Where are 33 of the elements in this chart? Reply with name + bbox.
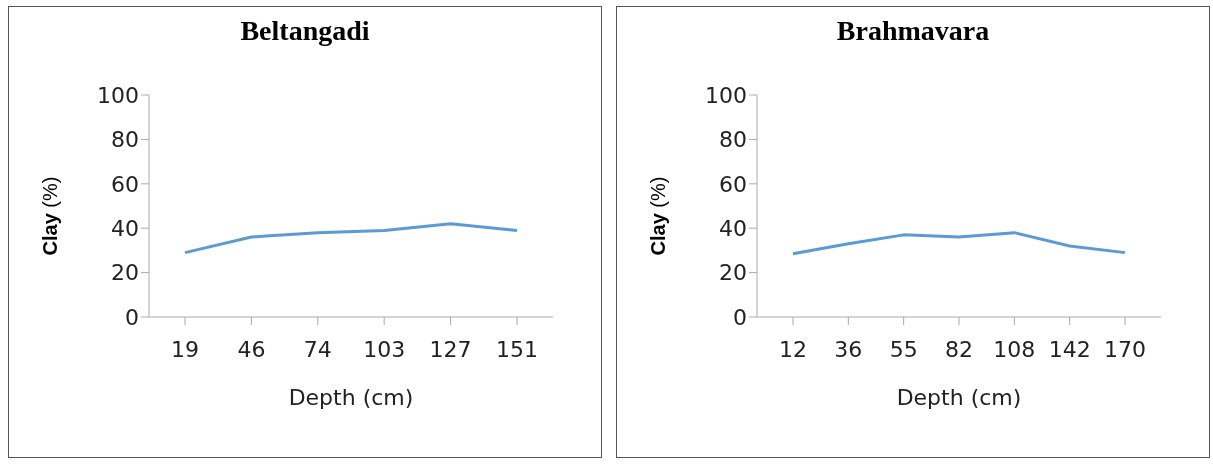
y-tick-label: 0 bbox=[733, 304, 747, 330]
x-axis-title: Depth (cm) bbox=[896, 385, 1022, 410]
x-tick-label: 46 bbox=[237, 336, 266, 362]
x-tick-label: 36 bbox=[834, 336, 863, 362]
x-tick-label: 127 bbox=[429, 336, 472, 362]
x-tick-label: 19 bbox=[171, 336, 199, 362]
x-tick-label: 170 bbox=[1104, 336, 1146, 362]
y-tick-label: 80 bbox=[111, 127, 139, 153]
y-tick-label: 100 bbox=[705, 82, 747, 108]
x-tick-label: 103 bbox=[363, 336, 406, 362]
x-tick-label: 82 bbox=[945, 336, 973, 362]
x-tick-label: 74 bbox=[303, 336, 332, 362]
y-tick-label: 20 bbox=[111, 260, 139, 286]
x-tick-label: 55 bbox=[889, 336, 918, 362]
line-series bbox=[791, 231, 1127, 256]
y-tick-label: 40 bbox=[111, 216, 139, 242]
x-axis-title: Depth (cm) bbox=[288, 385, 414, 410]
y-axis-title: Clay (%) bbox=[647, 176, 669, 256]
y-tick-label: 0 bbox=[125, 304, 139, 330]
y-tick-label: 60 bbox=[111, 171, 139, 197]
y-tick-label: 40 bbox=[719, 216, 747, 242]
x-tick-label: 151 bbox=[496, 336, 538, 362]
x-tick-label: 108 bbox=[993, 336, 1036, 362]
y-tick-label: 80 bbox=[719, 127, 747, 153]
chart-title: Brahmavara bbox=[835, 15, 991, 47]
y-tick-label: 100 bbox=[97, 82, 139, 108]
chart-title: Beltangadi bbox=[239, 15, 371, 47]
y-tick-label: 20 bbox=[719, 260, 747, 286]
y-tick-label: 60 bbox=[719, 171, 747, 197]
y-axis-title: Clay (%) bbox=[39, 176, 61, 256]
x-tick-label: 142 bbox=[1048, 336, 1091, 362]
x-tick-label: 12 bbox=[779, 336, 807, 362]
line-series bbox=[183, 222, 519, 255]
